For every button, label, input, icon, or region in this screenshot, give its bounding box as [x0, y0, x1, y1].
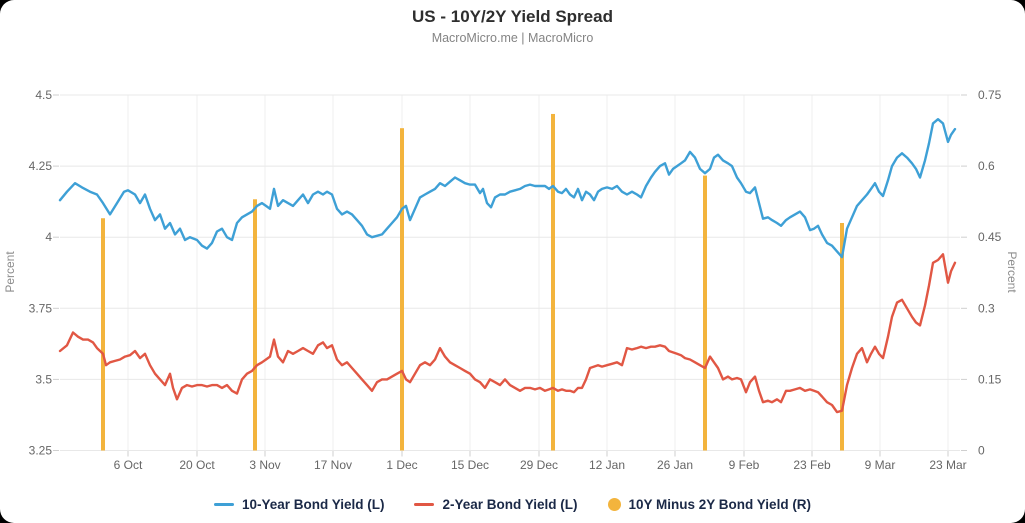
- x-tick-label: 17 Nov: [314, 458, 352, 472]
- legend-item-2y[interactable]: 2-Year Bond Yield (L): [414, 496, 578, 512]
- two-year-yield-line: [58, 253, 957, 414]
- right-axis-tick-label: 0.3: [978, 301, 995, 315]
- legend-item-10y[interactable]: 10-Year Bond Yield (L): [213, 496, 385, 512]
- right-axis-tick-label: 0.75: [978, 88, 1002, 102]
- legend-label-10y: 10-Year Bond Yield (L): [241, 496, 385, 512]
- spread-bar: [253, 199, 257, 451]
- x-tick-label: 15 Dec: [451, 458, 489, 472]
- left-axis-tick-label: 3.25: [29, 444, 53, 458]
- legend-item-spread[interactable]: 10Y Minus 2Y Bond Yield (R): [607, 496, 812, 512]
- right-axis-title: Percent: [1005, 251, 1019, 293]
- spread-bar: [840, 222, 844, 451]
- ten-year-yield-line: [58, 117, 957, 259]
- dot-marker-orange-icon: [607, 497, 621, 511]
- right-axis-tick-label: 0.6: [978, 159, 995, 173]
- x-tick-label: 1 Dec: [386, 458, 417, 472]
- x-tick-label: 20 Oct: [179, 458, 215, 472]
- x-tick-label: 23 Mar: [929, 458, 966, 472]
- chart-subtitle: MacroMicro.me | MacroMicro: [431, 31, 594, 45]
- x-tick-label: 26 Jan: [657, 458, 693, 472]
- chart-title: US - 10Y/2Y Yield Spread: [412, 7, 613, 26]
- right-axis-tick-label: 0.45: [978, 230, 1002, 244]
- left-axis-tick-label: 4.25: [29, 159, 53, 173]
- right-axis-tick-label: 0.15: [978, 372, 1002, 386]
- spread-bar: [101, 218, 105, 451]
- left-axis-tick-label: 4.5: [35, 88, 52, 102]
- legend-label-spread: 10Y Minus 2Y Bond Yield (R): [628, 496, 812, 512]
- line-marker-red-icon: [414, 502, 435, 506]
- x-tick-label: 12 Jan: [589, 458, 625, 472]
- left-axis-tick-label: 3.75: [29, 301, 53, 315]
- x-tick-label: 23 Feb: [793, 458, 831, 472]
- left-axis-tick-label: 4: [45, 230, 52, 244]
- right-axis-tick-label: 0: [978, 444, 985, 458]
- chart-legend: 10-Year Bond Yield (L) 2-Year Bond Yield…: [0, 489, 1025, 519]
- spread-bar: [551, 113, 555, 451]
- spread-bar: [400, 128, 404, 451]
- spread-bar: [703, 175, 707, 451]
- left-axis-title: Percent: [3, 251, 17, 293]
- legend-label-2y: 2-Year Bond Yield (L): [442, 496, 578, 512]
- left-axis-tick-label: 3.5: [35, 372, 52, 386]
- x-tick-label: 6 Oct: [114, 458, 143, 472]
- x-tick-label: 9 Mar: [865, 458, 896, 472]
- x-tick-label: 9 Feb: [729, 458, 760, 472]
- line-marker-blue-icon: [213, 502, 234, 506]
- x-tick-label: 29 Dec: [520, 458, 558, 472]
- x-tick-label: 3 Nov: [249, 458, 280, 472]
